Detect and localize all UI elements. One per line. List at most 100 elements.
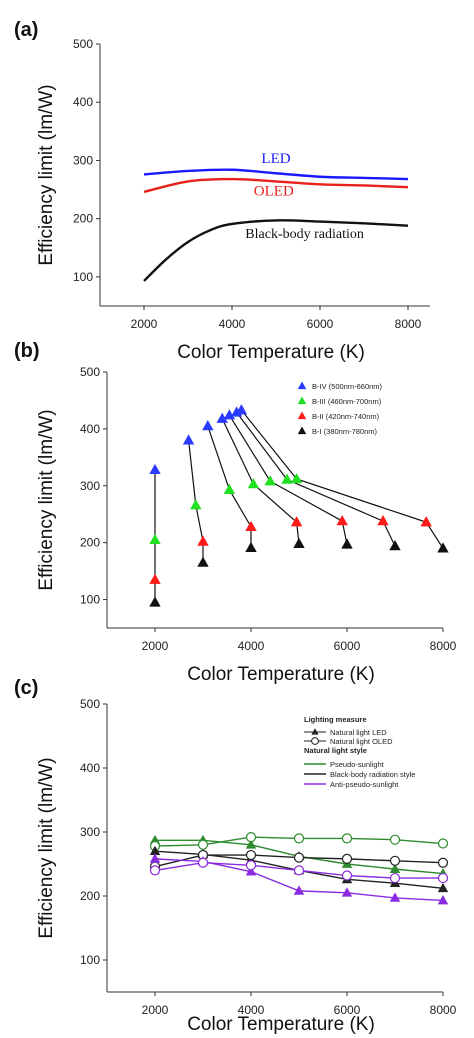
- data-point: [341, 853, 353, 864]
- data-point: [437, 838, 449, 849]
- data-point: [247, 478, 260, 489]
- legend-label: Natural light LED: [330, 728, 387, 737]
- data-point: [341, 538, 353, 549]
- data-point: [149, 596, 161, 607]
- data-point: [223, 483, 236, 494]
- data-point: [437, 872, 449, 884]
- data-point: [389, 892, 401, 902]
- data-point: [149, 853, 161, 863]
- data-point: [149, 573, 161, 584]
- panel-label: (a): [14, 19, 38, 41]
- series-line: [143, 168, 409, 181]
- x-tick-label: 2000: [131, 317, 158, 331]
- data-point: [437, 882, 449, 893]
- data-point: [281, 473, 293, 484]
- data-point: [197, 839, 209, 850]
- legend-marker: [311, 728, 319, 735]
- y-tick-label: 100: [80, 953, 100, 967]
- data-point: [264, 475, 276, 486]
- data-point: [389, 540, 401, 551]
- data-point: [223, 409, 236, 420]
- data-point: [197, 535, 209, 546]
- legend-label: Anti-pseudo-sunlight: [330, 780, 399, 789]
- data-point: [190, 499, 202, 510]
- y-tick-label: 100: [80, 593, 100, 607]
- legend-marker: [297, 411, 307, 420]
- data-point: [336, 515, 348, 526]
- connector-line: [236, 412, 396, 547]
- x-tick-label: 2000: [142, 639, 169, 653]
- x-tick-label: 8000: [395, 317, 422, 331]
- series-label: Black-body radiation: [245, 227, 364, 242]
- data-point: [437, 857, 449, 868]
- y-tick-label: 200: [80, 889, 100, 903]
- data-point: [197, 857, 209, 868]
- x-tick-label: 8000: [430, 639, 457, 653]
- x-tick-label: 6000: [307, 317, 334, 331]
- data-point: [341, 887, 353, 897]
- data-point: [149, 865, 161, 876]
- legend-marker: [297, 396, 307, 405]
- data-point: [197, 556, 209, 567]
- data-point: [293, 865, 305, 876]
- legend-label: B-II (420nm-740nm): [312, 412, 380, 421]
- data-point: [389, 863, 401, 873]
- data-point: [202, 420, 214, 431]
- data-point: [293, 833, 305, 844]
- panel-label: (c): [14, 677, 38, 699]
- x-tick-label: 2000: [142, 1003, 169, 1017]
- x-tick-label: 4000: [238, 1003, 265, 1017]
- data-point: [245, 541, 257, 552]
- data-point: [290, 516, 303, 527]
- chart-panel-0: (a) 100 200 300 400 500 2000 4000 6000 8000 Color …: [14, 19, 430, 363]
- y-tick-label: 200: [73, 212, 93, 226]
- legend-label: B-I (380nm-780nm): [312, 427, 378, 436]
- x-tick-label: 4000: [238, 639, 265, 653]
- panel-label: (b): [14, 340, 40, 362]
- legend-label: Black-body radiation style: [330, 770, 415, 779]
- data-point: [437, 542, 449, 553]
- data-point: [389, 872, 401, 884]
- data-point: [235, 404, 248, 415]
- series-line: [143, 219, 409, 282]
- data-point: [149, 533, 161, 545]
- connector-line: [188, 440, 204, 563]
- x-axis-label: Color Temperature (K): [177, 342, 365, 363]
- data-point: [149, 463, 161, 475]
- y-axis-label: Efficiency limit (lm/W): [36, 84, 57, 265]
- data-point: [293, 537, 305, 549]
- y-tick-label: 400: [73, 95, 93, 109]
- data-point: [341, 833, 353, 844]
- series-line: [143, 177, 409, 194]
- x-tick-label: 4000: [219, 317, 246, 331]
- data-point: [389, 855, 401, 866]
- connector-line: [240, 409, 444, 549]
- legend-label: B-III (460nm-700nm): [312, 397, 382, 406]
- legend-marker: [297, 381, 307, 390]
- legend-label: Natural light OLED: [330, 737, 393, 746]
- legend-label: Pseudo-sunlight: [330, 760, 385, 769]
- legend-marker: [297, 426, 307, 435]
- data-point: [149, 845, 161, 856]
- y-tick-label: 300: [80, 479, 100, 493]
- x-axis-label: Color Temperature (K): [187, 1014, 375, 1035]
- data-point: [245, 839, 257, 849]
- series-label: LED: [261, 151, 290, 167]
- x-tick-label: 6000: [334, 639, 361, 653]
- legend-marker: [311, 737, 319, 745]
- y-tick-label: 300: [80, 825, 100, 839]
- y-tick-label: 400: [80, 422, 100, 436]
- data-point: [420, 516, 432, 527]
- data-point: [182, 434, 195, 445]
- y-tick-label: 200: [80, 536, 100, 550]
- connector-line: [221, 418, 300, 544]
- data-point: [245, 866, 257, 876]
- data-point: [245, 832, 257, 843]
- data-point: [216, 412, 228, 423]
- y-axis-label: Efficiency limit (lm/W): [36, 409, 57, 590]
- data-point: [293, 885, 305, 895]
- data-point: [290, 472, 303, 484]
- data-point: [341, 870, 353, 881]
- x-tick-label: 8000: [430, 1003, 457, 1017]
